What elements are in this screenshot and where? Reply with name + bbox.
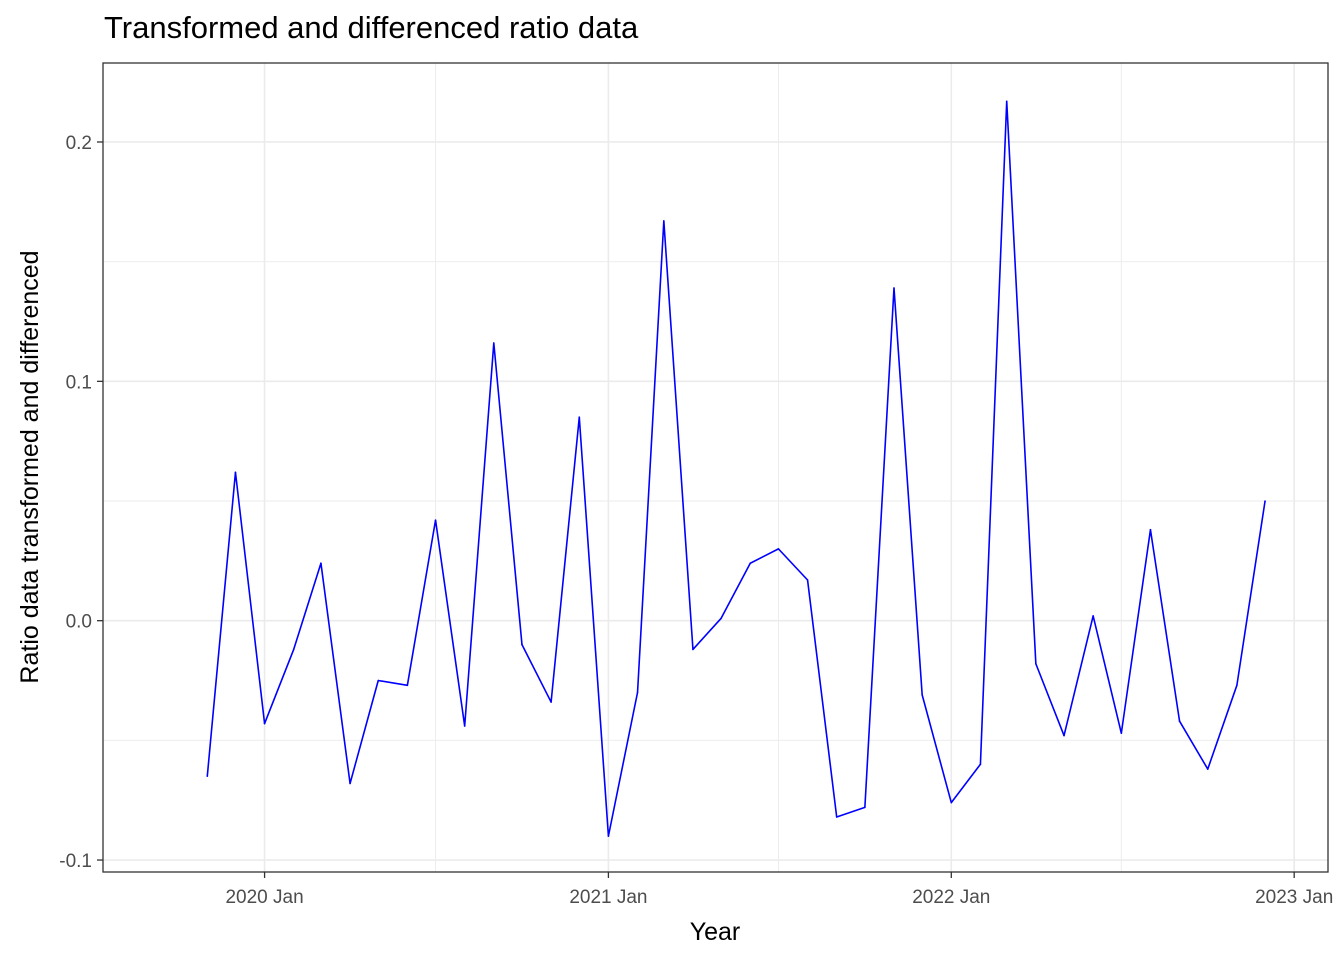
data-point xyxy=(463,725,466,727)
panel-border xyxy=(102,62,1329,873)
data-point xyxy=(1092,615,1094,617)
data-point xyxy=(921,694,923,696)
data-point xyxy=(979,763,982,766)
data-point xyxy=(320,562,322,565)
y-axis: -0.1 0.0 0.1 0.2 xyxy=(59,133,103,872)
data-point xyxy=(1149,528,1152,531)
data-point xyxy=(234,471,237,474)
data-point xyxy=(777,548,780,550)
data-point xyxy=(521,643,523,646)
x-tick-label: 2020 Jan xyxy=(225,887,303,908)
data-point xyxy=(1035,662,1037,665)
data-point xyxy=(692,648,694,651)
data-point xyxy=(1178,720,1181,723)
x-axis: 2020 Jan 2021 Jan 2022 Jan 2023 Jan xyxy=(225,872,1333,908)
major-gridlines xyxy=(103,63,1328,872)
x-tick-label: 2021 Jan xyxy=(569,887,647,908)
data-point xyxy=(607,835,610,837)
data-point xyxy=(950,801,953,804)
y-tick-label: -0.1 xyxy=(59,851,92,872)
data-point xyxy=(492,342,495,344)
y-axis-title: Ratio data transformed and differenced xyxy=(16,250,44,683)
data-point xyxy=(749,562,752,565)
data-point xyxy=(864,806,866,809)
data-point xyxy=(377,679,380,682)
y-tick-label: 0.2 xyxy=(66,133,92,154)
data-point xyxy=(1063,734,1065,737)
data-point xyxy=(1120,732,1123,734)
data-point xyxy=(720,617,722,620)
data-point xyxy=(406,684,409,687)
x-tick-label: 2023 Jan xyxy=(1255,887,1333,908)
data-point xyxy=(578,416,581,419)
data-point xyxy=(263,722,266,725)
minor-gridlines xyxy=(103,63,1328,872)
y-tick-label: 0.0 xyxy=(66,612,92,633)
series-line xyxy=(206,100,1266,837)
data-point xyxy=(434,519,437,521)
data-point xyxy=(349,782,351,785)
data-point xyxy=(1236,684,1238,687)
data-point xyxy=(1206,768,1209,770)
data-point xyxy=(806,579,809,581)
chart-title: Transformed and differenced ratio data xyxy=(104,10,639,45)
data-point xyxy=(292,648,295,651)
x-tick-label: 2022 Jan xyxy=(912,887,990,908)
series-layer xyxy=(206,100,1266,837)
data-point xyxy=(1264,500,1266,502)
data-point xyxy=(835,816,838,818)
data-point xyxy=(206,775,209,778)
x-axis-title: Year xyxy=(690,918,741,946)
data-point xyxy=(663,220,665,222)
data-point xyxy=(893,287,895,289)
data-point xyxy=(636,691,639,694)
data-point xyxy=(1005,100,1008,103)
data-point xyxy=(550,701,552,703)
y-tick-label: 0.1 xyxy=(66,372,92,393)
